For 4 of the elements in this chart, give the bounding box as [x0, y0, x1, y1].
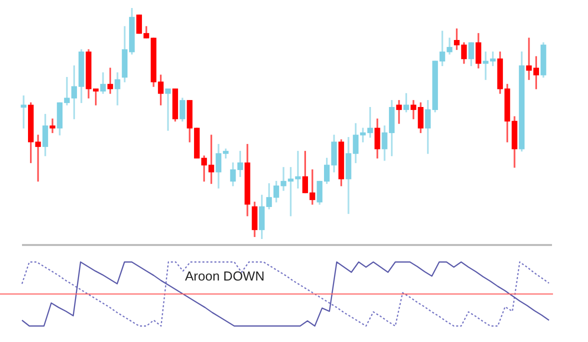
candlestick	[50, 118, 56, 134]
annotation: Aroon DOWN	[185, 268, 264, 284]
candlestick	[396, 100, 402, 124]
candlestick	[165, 88, 171, 131]
